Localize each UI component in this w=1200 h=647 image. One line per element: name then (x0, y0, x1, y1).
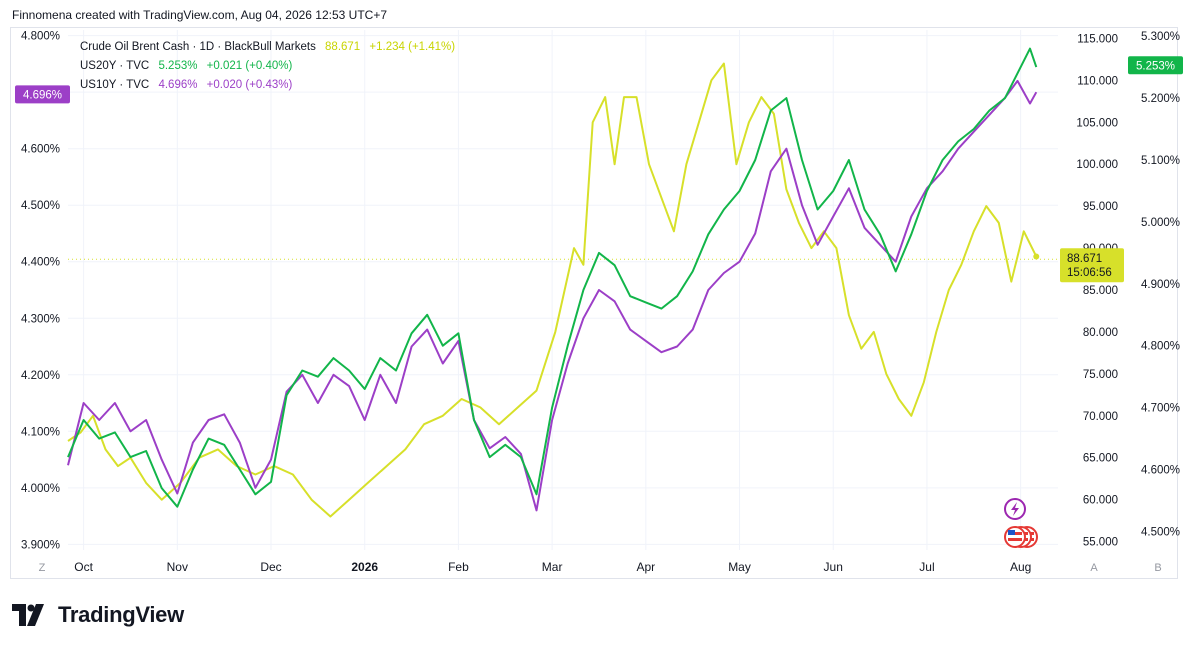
left-axis-tick: 4.800% (21, 31, 60, 43)
brand-name: TradingView (58, 602, 184, 627)
x-axis-label: Nov (167, 560, 188, 574)
series-line-crude-oil-brent-cash (67, 62, 1038, 518)
brent-axis-tick: 85.000 (1083, 285, 1118, 297)
legend-value: 4.696% (158, 79, 198, 91)
legend-change: +0.021 (+0.40%) (206, 60, 293, 72)
us-flag-icon-stripe (1008, 538, 1022, 541)
left-axis-tick: 4.300% (21, 313, 60, 325)
brent-price-badge-value: 88.671 (1067, 253, 1102, 265)
lightning-icon-glyph (1011, 502, 1019, 516)
right-axis-tick: 5.300% (1141, 31, 1180, 43)
right-axis-tick: 4.900% (1141, 279, 1180, 291)
x-axis-label: Jun (824, 560, 843, 574)
right-axis-tick: 5.000% (1141, 217, 1180, 229)
legend-change: +0.020 (+0.43%) (206, 79, 293, 91)
brent-last-point (1033, 253, 1040, 260)
us10y-price-badge-text: 4.696% (23, 89, 62, 101)
brent-axis-tick: 80.000 (1083, 327, 1118, 339)
us-flag-icon-canton (1008, 530, 1015, 535)
us20y-price-badge (1128, 56, 1183, 75)
x-axis-label: Aug (1010, 560, 1031, 574)
brent-axis-tick: 55.000 (1083, 537, 1118, 549)
x-axis-label: 2026 (351, 560, 378, 574)
x-axis-label: May (728, 560, 751, 574)
legend-change: +1.234 (+1.41%) (369, 41, 456, 53)
brent-axis-tick: 65.000 (1083, 453, 1118, 465)
right-axis-tick: 5.100% (1141, 155, 1180, 167)
x-axis-label: Apr (636, 560, 655, 574)
series-line-us20y (67, 47, 1038, 508)
legend-row-brent[interactable]: Crude Oil Brent Cash · 1D · BlackBull Ma… (80, 41, 456, 53)
tradingview-logo-icon (12, 604, 44, 626)
left-axis-tick: 4.500% (21, 200, 60, 212)
right-axis-tick: 4.500% (1141, 526, 1180, 538)
chart-legend: Crude Oil Brent Cash · 1D · BlackBull Ma… (80, 38, 455, 95)
left-axis-tick: 4.400% (21, 257, 60, 269)
tradingview-brand[interactable]: TradingView (12, 602, 184, 628)
right-axis-tick: 5.200% (1141, 93, 1180, 105)
right-axis-tick: 4.800% (1141, 341, 1180, 353)
x-axis-label: Dec (260, 560, 281, 574)
brent-axis-tick: 105.000 (1076, 117, 1118, 129)
right-axis-tick: 4.700% (1141, 403, 1180, 415)
us20y-price-badge-text: 5.253% (1136, 60, 1175, 72)
legend-value: 88.671 (325, 41, 361, 53)
legend-row-us20y[interactable]: US20Y · TVC 5.253% +0.021 (+0.40%) (80, 60, 293, 72)
chart-frame[interactable] (10, 27, 1178, 579)
brent-price-badge-time: 15:06:56 (1067, 267, 1112, 279)
brent-axis-tick: 115.000 (1077, 33, 1118, 45)
brent-axis-tick: 60.000 (1083, 495, 1118, 507)
left-axis-tick: 3.900% (21, 539, 60, 551)
x-axis-label: Jul (919, 560, 934, 574)
x-axis-label: Oct (74, 560, 93, 574)
axis-corner-label: Z (39, 562, 46, 574)
chart-attribution: Finnomena created with TradingView.com, … (12, 8, 388, 22)
left-axis-tick: 4.600% (21, 144, 60, 156)
axis-corner-label: A (1090, 562, 1098, 574)
x-axis-label: Feb (448, 560, 469, 574)
brent-axis-tick: 70.000 (1083, 411, 1118, 423)
legend-row-us10y[interactable]: US10Y · TVC 4.696% +0.020 (+0.43%) (80, 79, 293, 91)
brent-axis-tick: 75.000 (1083, 369, 1118, 381)
brent-price-badge (1060, 248, 1124, 283)
legend-value: 5.253% (158, 60, 198, 72)
us10y-price-badge (15, 85, 70, 104)
left-axis-tick: 4.200% (21, 370, 60, 382)
x-axis-label: Mar (542, 560, 563, 574)
brent-axis-tick: 100.000 (1076, 159, 1118, 171)
left-axis-tick: 4.100% (21, 426, 60, 438)
left-axis-tick: 4.000% (21, 483, 60, 495)
brent-axis-tick: 110.000 (1077, 75, 1118, 87)
brent-axis-tick: 95.000 (1083, 201, 1118, 213)
right-axis-tick: 4.600% (1141, 465, 1180, 477)
axis-corner-label: B (1154, 562, 1161, 574)
